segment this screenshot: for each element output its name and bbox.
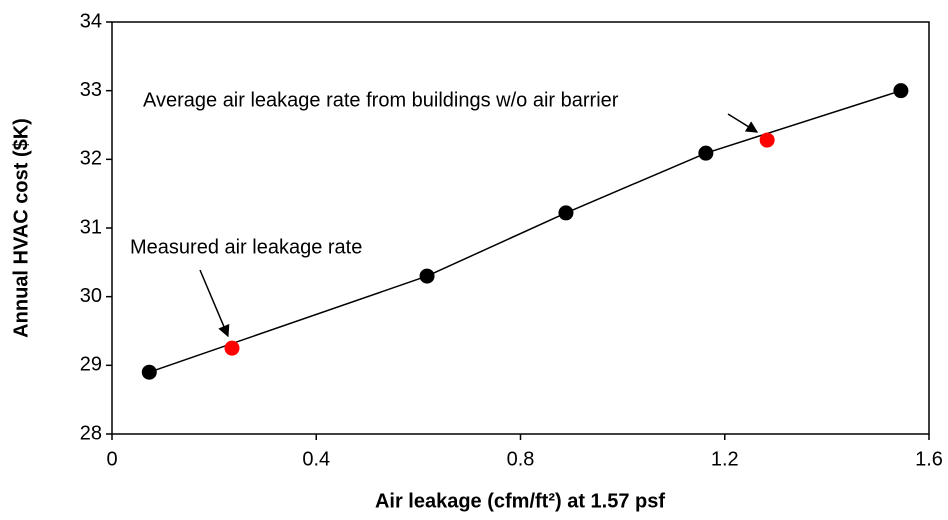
data-point: [224, 340, 240, 356]
data-point: [558, 205, 574, 221]
data-point: [419, 268, 435, 284]
series-line: [149, 89, 902, 373]
x-tick-label: 0.4: [302, 448, 330, 470]
data-point: [759, 132, 775, 148]
x-tick-label: 0.8: [507, 448, 535, 470]
x-tick-label: 0: [106, 448, 117, 470]
y-tick-label: 31: [80, 216, 102, 238]
y-tick-label: 34: [80, 10, 102, 32]
data-point: [141, 364, 157, 380]
y-tick-label: 32: [80, 148, 102, 170]
plot-frame: [111, 21, 930, 435]
x-axis-label: Air leakage (cfm/ft²) at 1.57 psf: [375, 490, 665, 512]
x-tick-label: 1.2: [711, 448, 739, 470]
y-tick-label: 30: [80, 285, 102, 307]
y-axis-label: Annual HVAC cost ($K): [10, 118, 32, 338]
annotation: Average air leakage rate from buildings …: [143, 89, 619, 111]
annotation-arrow: [727, 113, 759, 133]
x-tick-label: 1.6: [915, 448, 943, 470]
data-point: [893, 83, 909, 99]
annotation-arrow: [199, 269, 230, 338]
y-tick-label: 29: [80, 354, 102, 376]
y-tick-label: 33: [80, 79, 102, 101]
annotation: Measured air leakage rate: [130, 236, 362, 258]
y-tick-label: 28: [80, 422, 102, 444]
data-point: [698, 145, 714, 161]
